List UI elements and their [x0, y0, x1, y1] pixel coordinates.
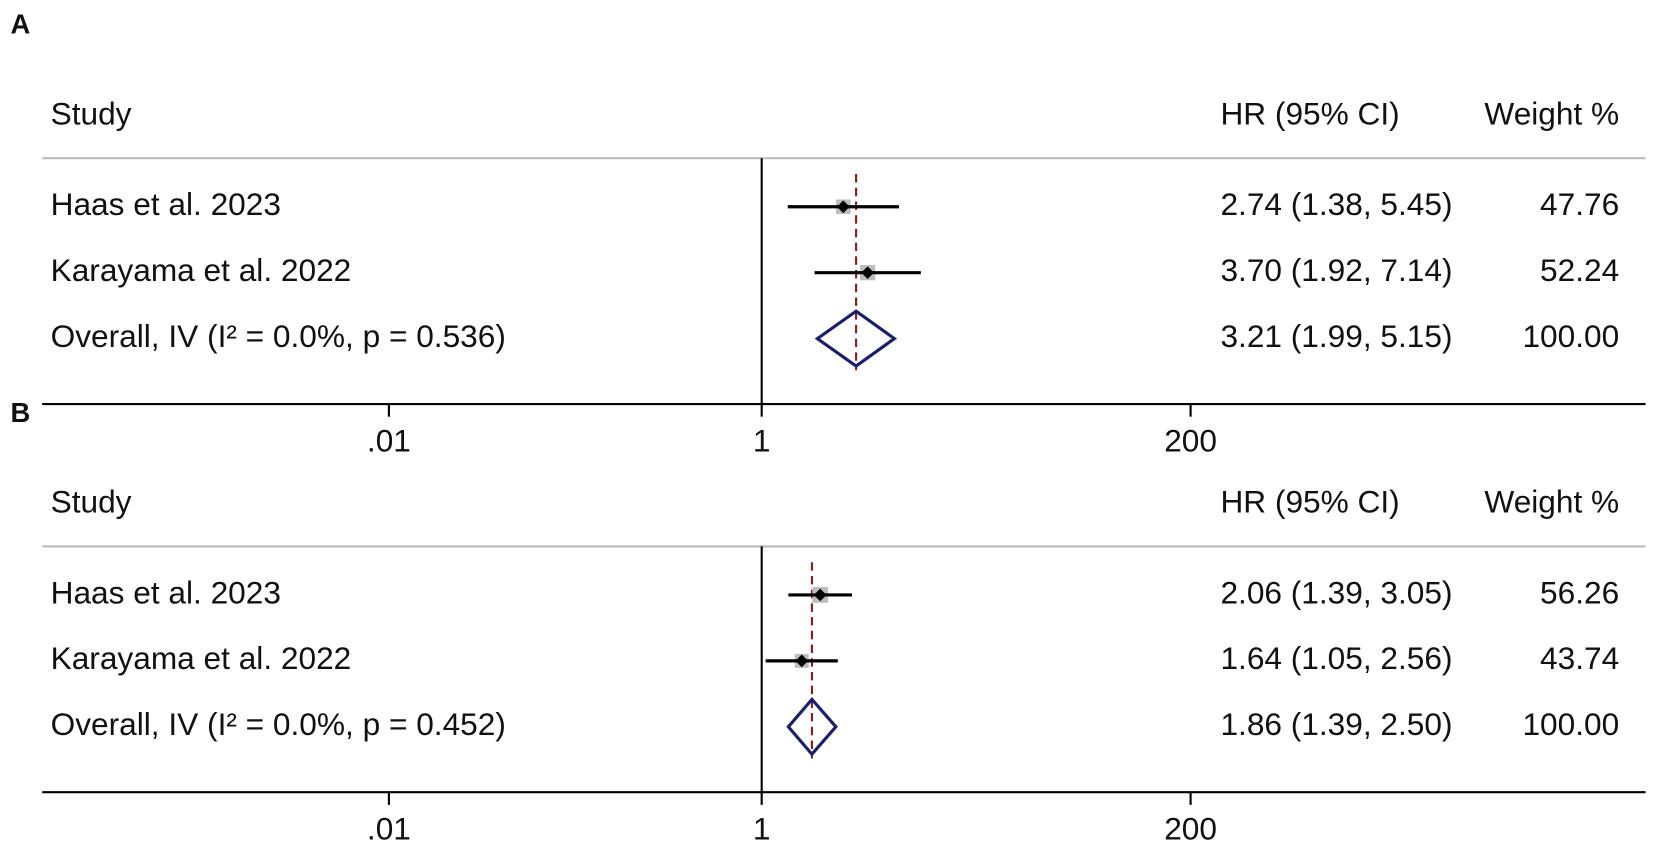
weight-label: 100.00	[1522, 318, 1619, 354]
point-estimate	[836, 200, 850, 214]
column-header: Weight %	[1484, 484, 1619, 520]
x-tick-label: .01	[367, 811, 411, 846]
estimate-label: 3.70 (1.92, 7.14)	[1220, 252, 1452, 288]
weight-label: 52.24	[1540, 252, 1619, 288]
weight-label: 100.00	[1522, 706, 1619, 742]
study-label: Haas et al. 2023	[51, 574, 281, 610]
weight-label: 47.76	[1540, 186, 1619, 222]
estimate-label: 2.74 (1.38, 5.45)	[1220, 186, 1452, 222]
study-label: Karayama et al. 2022	[51, 640, 352, 676]
x-tick-label: 1	[753, 422, 771, 458]
estimate-label: 3.21 (1.99, 5.15)	[1220, 318, 1452, 354]
weight-label: 56.26	[1540, 574, 1619, 610]
weight-label: 43.74	[1540, 640, 1619, 676]
x-tick-label: .01	[367, 422, 411, 458]
overall-label: Overall, IV (I² = 0.0%, p = 0.452)	[51, 706, 506, 742]
study-label: Haas et al. 2023	[51, 186, 281, 222]
estimate-label: 1.64 (1.05, 2.56)	[1220, 640, 1452, 676]
overall-diamond	[814, 309, 898, 368]
point-estimate	[813, 588, 827, 602]
column-header: Weight %	[1484, 95, 1619, 131]
overall-diamond	[786, 696, 838, 757]
overall-label: Overall, IV (I² = 0.0%, p = 0.536)	[51, 318, 506, 354]
study-label: Karayama et al. 2022	[51, 252, 352, 288]
x-tick-label: 200	[1164, 811, 1217, 846]
panel-label: A	[11, 9, 31, 40]
point-estimate	[795, 654, 809, 668]
x-tick-label: 200	[1164, 422, 1217, 458]
column-header: Study	[51, 95, 132, 131]
estimate-label: 1.86 (1.39, 2.50)	[1220, 706, 1452, 742]
panel-label: B	[11, 397, 31, 428]
column-header: Study	[51, 484, 132, 520]
x-tick-label: 1	[753, 811, 771, 846]
point-estimate	[861, 266, 874, 280]
column-header: HR (95% CI)	[1220, 484, 1399, 520]
estimate-label: 2.06 (1.39, 3.05)	[1220, 574, 1452, 610]
column-header: HR (95% CI)	[1220, 95, 1399, 131]
